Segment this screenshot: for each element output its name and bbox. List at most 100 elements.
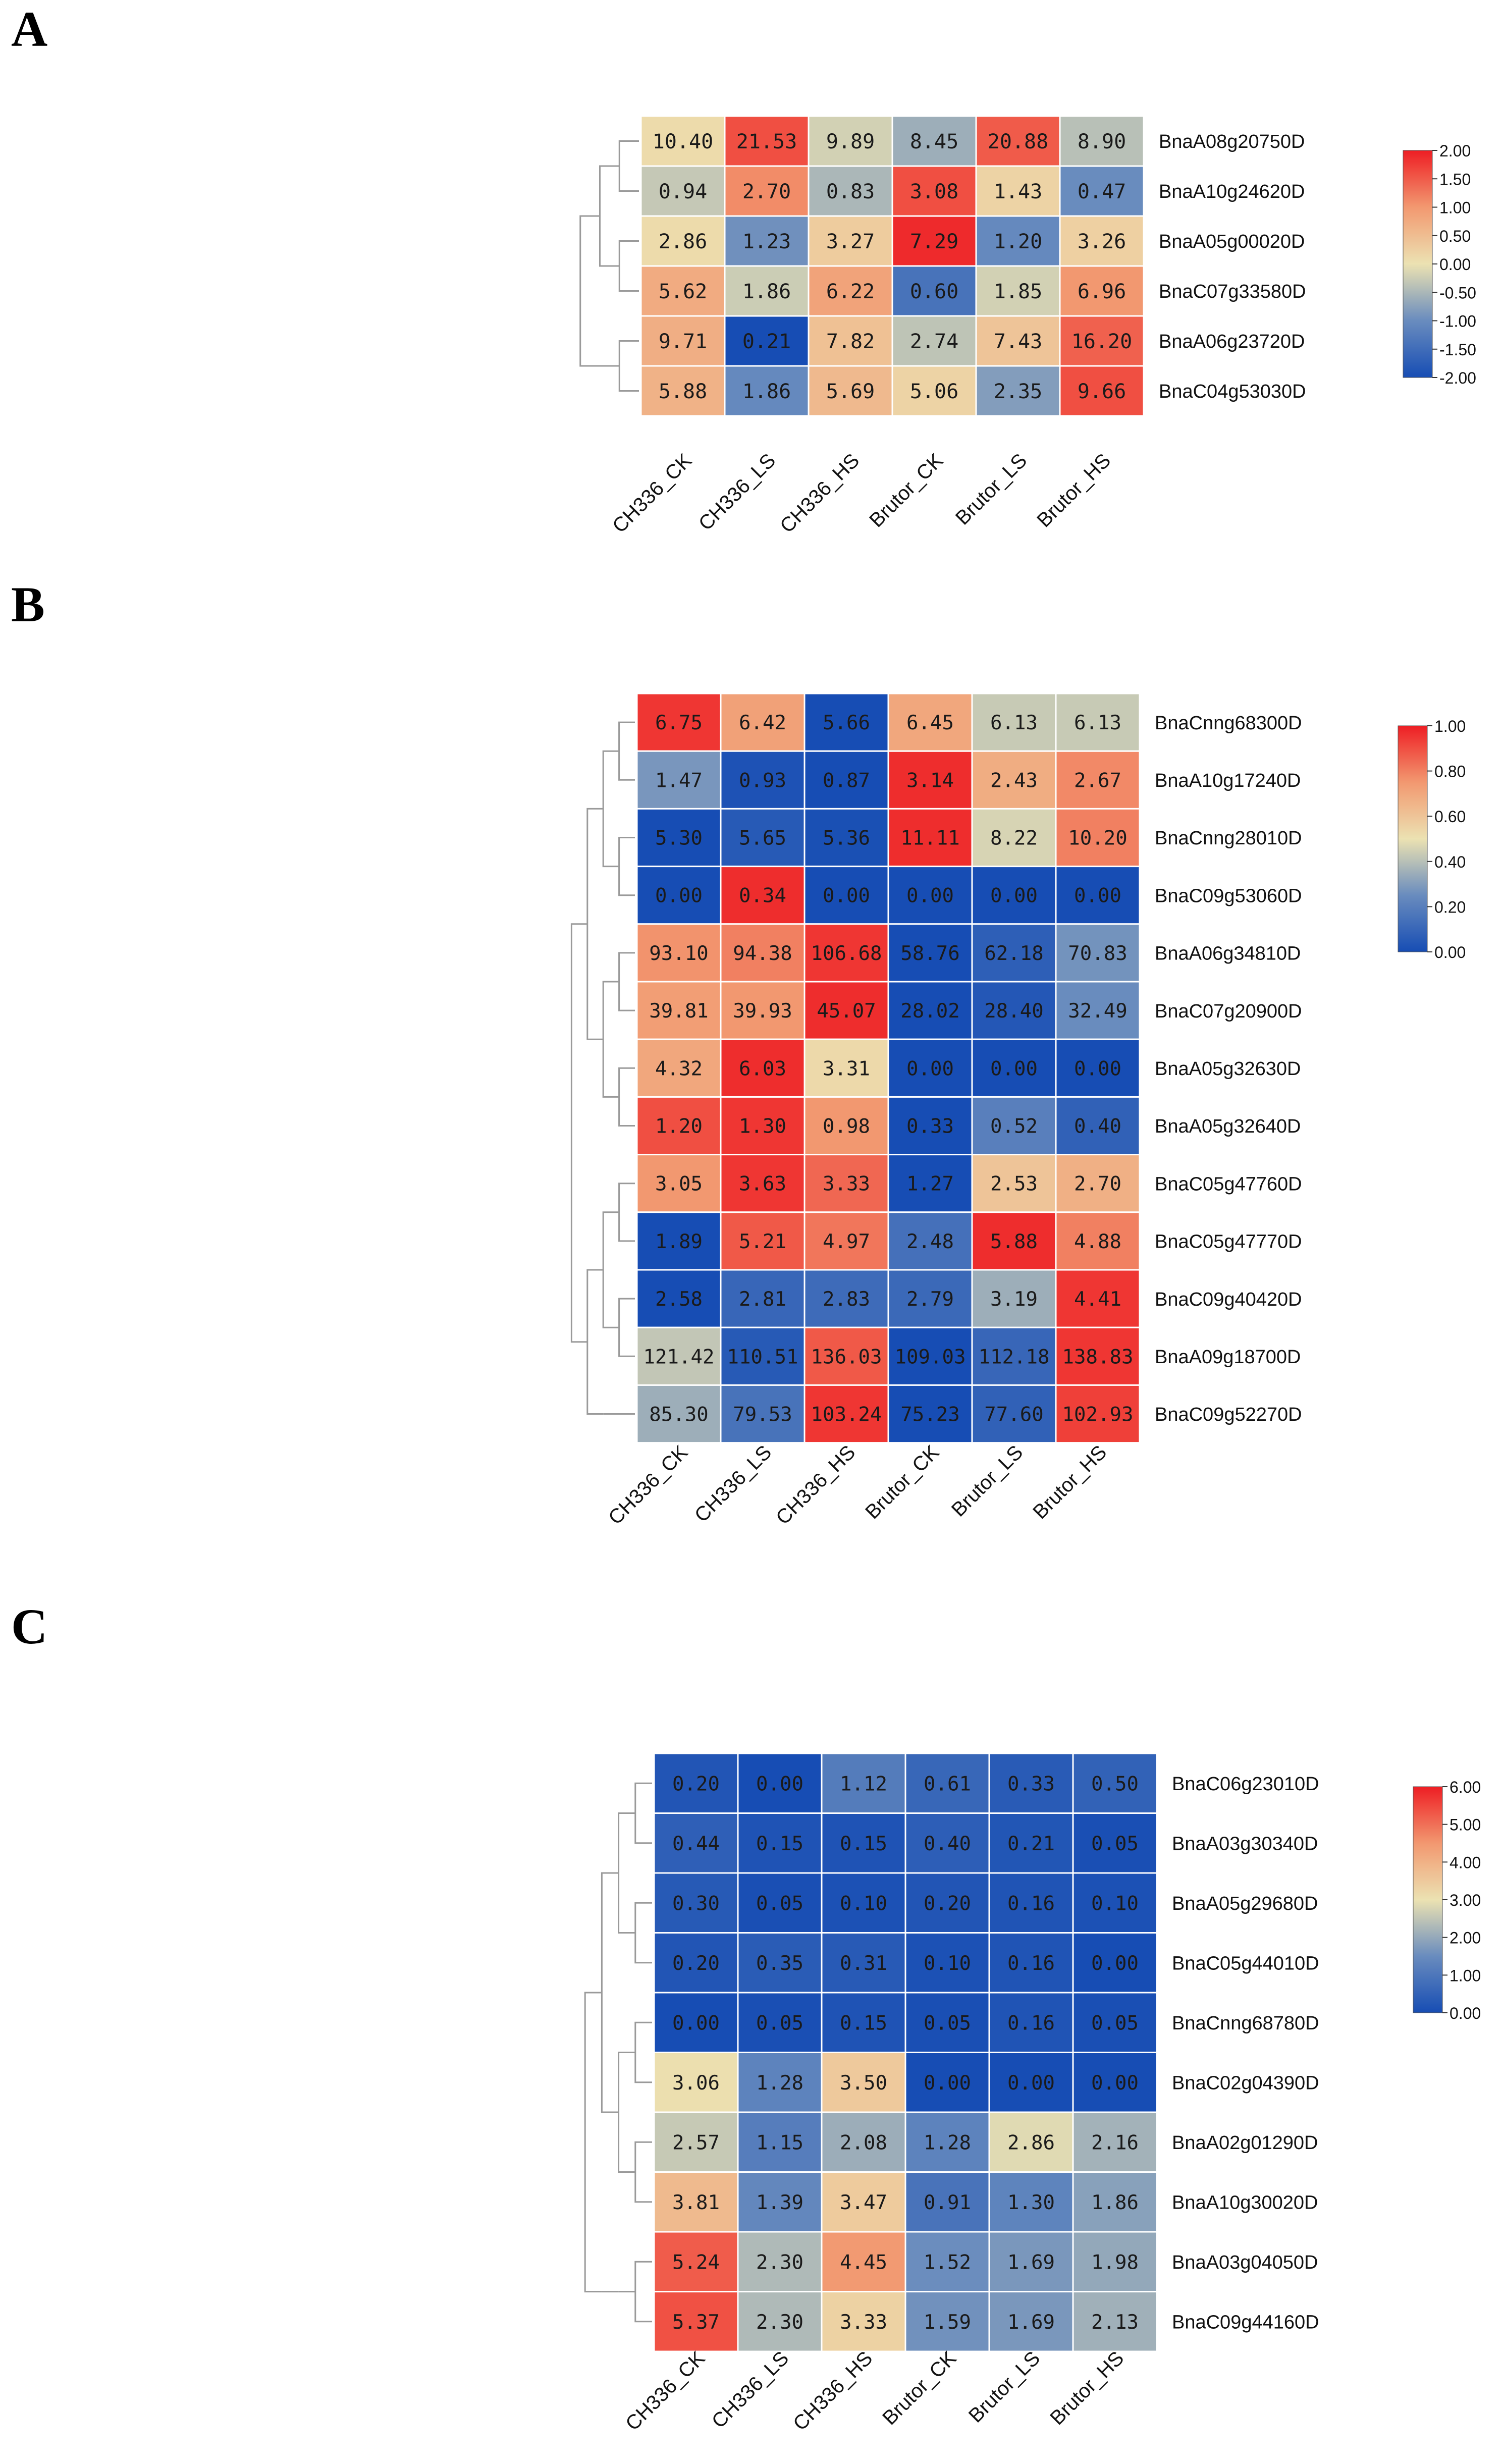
heatmap-cell (1072, 2171, 1158, 2233)
heatmap-cell (971, 866, 1057, 925)
dendrogram-branch (601, 1872, 619, 2113)
heatmap-cell (1055, 1384, 1141, 1444)
row-label: BnaC04g53030D (1159, 381, 1306, 402)
heatmap-cell (887, 866, 973, 925)
heatmap-cell (1059, 215, 1145, 267)
dendrogram-branch (586, 808, 604, 1040)
heatmap-cell (891, 365, 977, 417)
row-label: BnaC05g47770D (1155, 1231, 1302, 1253)
cell-value-label: 3.33 (840, 2311, 887, 2334)
heatmap-cell (904, 2171, 990, 2233)
heatmap-cell (971, 923, 1057, 983)
cell-value-label: 7.43 (994, 330, 1042, 353)
cell-value-label: 1.98 (1091, 2251, 1139, 2274)
colorbar-tick-label: 6.00 (1450, 1778, 1481, 1796)
heatmap-cell (1072, 2111, 1158, 2173)
cell-value-label: 9.71 (659, 330, 707, 353)
heatmap-cell (988, 2171, 1074, 2233)
cell-value-label: 94.38 (733, 942, 792, 965)
panel-label-a: A (11, 1, 48, 57)
heatmap-cell (1055, 750, 1141, 810)
row-label: BnaA10g24620D (1159, 181, 1305, 202)
cell-value-label: 16.20 (1071, 330, 1132, 353)
cell-value-label: 20.88 (988, 130, 1048, 153)
cell-value-label: 1.43 (994, 180, 1042, 203)
cell-value-label: 110.51 (727, 1346, 798, 1368)
cell-value-label: 0.00 (906, 1057, 954, 1080)
colorbar-tick-label: 0.80 (1434, 763, 1466, 781)
row-label: BnaCnng68300D (1155, 713, 1302, 734)
column-label: CH336_LS (690, 1441, 776, 1526)
cell-value-label: 3.06 (672, 2072, 720, 2095)
cell-value-label: 6.13 (1074, 712, 1121, 734)
dendrogram-branch (634, 1902, 652, 1964)
heatmap-cell (720, 1326, 806, 1386)
column-label: Brutor_LS (964, 2347, 1044, 2427)
heatmap-cell (821, 2231, 906, 2292)
colorbar-tick-label: 1.50 (1439, 170, 1471, 188)
heatmap-cell (821, 2111, 906, 2173)
dendrogram-branch (634, 2261, 652, 2323)
cell-value-label: 0.00 (1091, 2072, 1139, 2095)
heatmap-cell (808, 365, 893, 417)
colorbar (1413, 1786, 1443, 2013)
heatmap-cell (737, 2231, 823, 2292)
heatmap-cell (653, 2231, 739, 2292)
heatmap-cell (737, 1932, 823, 1994)
heatmap-cell (1072, 1812, 1158, 1874)
cell-value-label: 0.10 (924, 1952, 971, 1975)
cell-value-label: 1.28 (756, 2072, 803, 2095)
column-label: CH336_HS (789, 2347, 877, 2435)
heatmap-cell (724, 365, 810, 417)
heatmap-cell (1055, 866, 1141, 925)
cell-value-label: 0.00 (756, 1773, 803, 1795)
dendrogram-branch (618, 721, 635, 781)
colorbar-tick-label: -1.50 (1439, 341, 1476, 359)
dendrogram-branch (618, 1183, 635, 1242)
cell-value-label: 1.20 (994, 230, 1042, 253)
cell-value-label: 5.21 (739, 1230, 786, 1253)
cell-value-label: 2.58 (655, 1288, 703, 1311)
cell-value-label: 2.13 (1091, 2311, 1139, 2334)
dendrogram-branch (634, 1782, 652, 1844)
heatmap-cell (803, 692, 889, 752)
heatmap-cell (1072, 1872, 1158, 1934)
heatmap-cell (720, 808, 806, 868)
heatmap-cell (971, 1326, 1057, 1386)
column-label: Brutor_CK (861, 1441, 943, 1523)
dendrogram-branch (634, 2021, 652, 2083)
dendrogram-branch (618, 837, 635, 896)
heatmap-cell (640, 265, 726, 317)
heatmap-cell (1055, 692, 1141, 752)
heatmap-cell (821, 2052, 906, 2113)
cell-value-label: 8.45 (910, 130, 958, 153)
cell-value-label: 6.42 (739, 712, 786, 734)
colorbar-tick-label: -0.50 (1439, 284, 1476, 302)
row-label: BnaCnng68780D (1172, 2013, 1319, 2034)
colorbar-tick-label: 0.00 (1439, 255, 1471, 274)
column-label: Brutor_HS (1033, 449, 1115, 531)
cell-value-label: 1.20 (655, 1115, 703, 1138)
heatmap-cell (904, 2052, 990, 2113)
heatmap-cell (988, 2052, 1074, 2113)
cell-value-label: 32.49 (1068, 1000, 1127, 1023)
cell-value-label: 39.93 (733, 1000, 792, 1023)
cell-value-label: 0.98 (823, 1115, 870, 1138)
cell-value-label: 0.94 (659, 180, 707, 203)
heatmap-cell (1059, 165, 1145, 217)
heatmap-cell (1055, 1211, 1141, 1271)
heatmap-cell (1055, 1154, 1141, 1213)
heatmap-a-group: 10.40 21.53 9.89 8.45 20.88 8.90 0.94 2.70 0.83 3… (579, 115, 1476, 537)
heatmap-cell (1055, 1096, 1141, 1156)
cell-value-label: 70.83 (1068, 942, 1127, 965)
cell-value-label: 39.81 (649, 1000, 708, 1023)
cell-value-label: 1.85 (994, 280, 1042, 303)
dendrogram-branch (618, 952, 635, 1011)
cell-value-label: 5.62 (659, 280, 707, 303)
cell-value-label: 28.40 (984, 1000, 1043, 1023)
cell-value-label: 2.53 (990, 1173, 1038, 1196)
heatmap-cell (720, 1384, 806, 1444)
heatmap-b-group: 6.75 6.42 5.66 6.45 6.13 6.13 1.47 0.93 0.87 3.14… (570, 692, 1466, 1529)
colorbar-tick-label: 1.00 (1434, 717, 1466, 735)
